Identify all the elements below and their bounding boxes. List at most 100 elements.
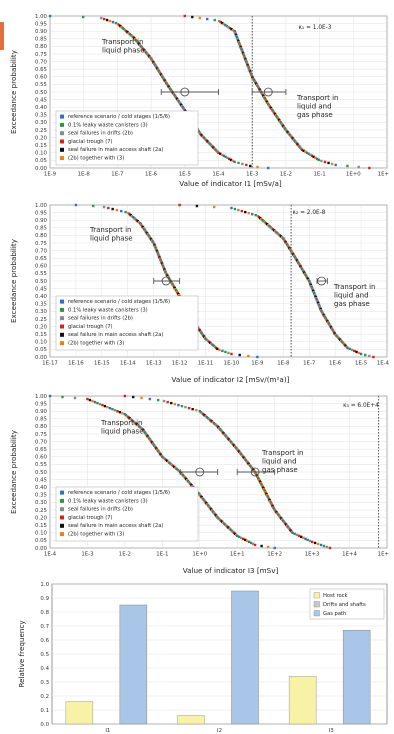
legend-marker [60,307,64,312]
y-tick-label: 0.00 [35,546,48,552]
data-point [120,209,123,213]
data-point [118,411,122,414]
bar-group-i3: I3 [288,629,371,734]
data-point [220,153,224,157]
annotation-line: Transport in [296,94,338,102]
legend-entry: reference scenario / cold stages (1/5/6) [68,490,170,496]
x-tick-label: 1E+0 [192,552,207,558]
annotation-line: gas phase [262,466,298,474]
data-point [166,400,169,404]
median-marker [195,467,205,477]
y-tick-label: 1.00 [35,394,48,400]
y-tick-label: 0.45 [35,286,47,292]
data-point [222,154,226,158]
x-tick-label: 1E-5 [355,361,367,367]
y-tick-label: 0.65 [35,67,47,73]
y-tick-label: 0.0 [40,722,49,728]
data-point [238,535,241,539]
legend-marker [60,299,64,304]
data-point [132,395,135,399]
data-point [319,543,323,547]
y-tick-label: 0.15 [35,143,47,149]
data-point [219,20,222,24]
data-point [315,157,319,161]
legend-entry: seal failures in drifts (2b) [68,131,133,137]
y-tick-label: 0.10 [35,340,48,346]
y-tick-label: 0.60 [35,264,48,270]
y-tick-label: 0.50 [35,470,48,476]
annotation-line: liquid phase [101,428,144,436]
data-point [256,355,259,359]
x-tick-label: 1E-10 [224,361,240,367]
x-tick-label: 1E-7 [303,361,315,367]
data-point [74,203,78,207]
y-tick-label: 0.85 [35,37,47,43]
y-tick-label: 0.60 [35,75,48,81]
y-tick-label: 0.85 [35,226,47,232]
data-point [249,541,253,545]
legend-box [309,588,385,620]
data-point [316,542,320,546]
y-tick-label: 0.10 [35,151,48,157]
y-tick-label: 0.35 [35,113,47,119]
data-point [187,406,191,410]
data-point [115,208,119,212]
data-point [233,160,236,164]
data-point [230,27,233,31]
data-point [240,209,244,213]
legend-marker [60,114,64,119]
data-point [241,537,245,541]
x-axis-label: Value of indicator I3 [mSv] [183,566,279,575]
y-tick-label: 0.15 [35,523,47,529]
data-point [184,405,187,409]
y-tick-label: 0.95 [35,401,47,407]
bar-group-i1: I1 [65,604,148,734]
y-tick-label: 0.25 [35,128,47,134]
data-point [218,348,221,352]
data-point [237,208,240,212]
x-tick-label: 1E-3 [246,172,258,178]
data-point [305,151,309,154]
data-point [310,540,314,544]
panel-1: 0.00 0.050.10 0.15 0.200.25 0.300.35 0.40 0.45… [9,14,389,188]
y-tick-label: 0.05 [35,347,47,353]
data-point [191,407,194,411]
annotation-line: Transport in [261,449,303,457]
legend-marker [60,139,64,144]
data-point [313,541,317,545]
y-axis-label: Exceedance probability [9,429,18,514]
error-bar [236,467,276,477]
data-point [300,535,303,539]
data-point [300,148,304,151]
data-point [221,349,224,353]
x-tick-label: 1E-8 [277,361,290,367]
legend-marker [60,341,64,346]
y-tick-label: 0.30 [35,309,48,315]
y-tick-label: 1.0 [40,582,49,588]
data-point [121,412,124,415]
data-point [224,23,227,27]
legend-marker [60,324,64,329]
y-tick-label: 0.45 [35,477,47,483]
data-point [267,166,270,170]
data-point [106,405,109,409]
legend-entry: reference scenario / cold stages (1/5/6) [68,114,170,120]
series-liquid-gas-phase [178,203,375,359]
data-point [323,160,327,164]
x-tick-label: 1E-2 [280,172,292,178]
x-axis-label: Value of indicator I2 [mSv/(m²a)] [172,375,290,384]
y-tick-label: 0.60 [35,455,48,461]
legend: reference scenario / cold stages (1/5/6)… [55,295,199,351]
y-tick-label: 0.20 [35,135,48,141]
legend-entry: seal failure in main access shaft (2a) [68,332,163,338]
y-tick-label: 0.3 [40,680,49,686]
error-bar [316,276,328,286]
y-tick-label: 0.05 [35,158,47,164]
data-point [239,536,243,540]
data-point [48,394,52,398]
legend-marker [60,131,64,136]
data-point [230,206,233,210]
y-tick-label: 0.95 [35,21,47,27]
data-point [227,351,230,355]
